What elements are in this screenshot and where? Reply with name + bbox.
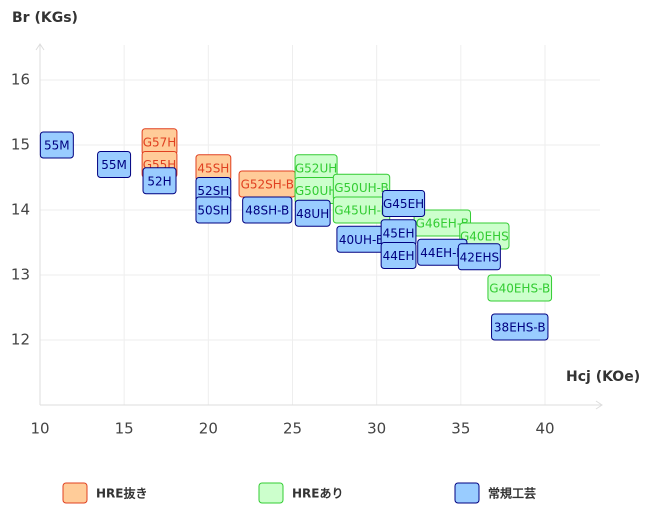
- data-box: 45SH: [195, 154, 232, 182]
- y-tick-label: 16: [11, 71, 30, 89]
- data-box: G45EH: [382, 190, 426, 217]
- box-label: 55M: [44, 139, 70, 153]
- box: [142, 167, 177, 195]
- data-box: G45UH-B: [332, 196, 391, 224]
- legend-label: 常規工芸: [488, 486, 536, 501]
- box: [294, 199, 331, 227]
- box-label: 45SH: [197, 161, 229, 175]
- data-box: G40EHS-B: [487, 274, 553, 302]
- data-box: 52H: [142, 167, 177, 195]
- box: [97, 151, 132, 178]
- box-label: 52SH: [197, 184, 229, 198]
- y-tick-label: 14: [11, 201, 30, 219]
- x-tick-label: 25: [283, 420, 302, 438]
- data-box: G52SH-B: [238, 170, 296, 198]
- data-box: 42EHS: [457, 243, 501, 271]
- y-axis-title: Br (KGs): [12, 10, 78, 26]
- box: [457, 243, 501, 271]
- box-label: G40EHS: [460, 230, 509, 244]
- data-box: 44EH: [380, 242, 417, 269]
- box-label: 52H: [147, 174, 171, 188]
- data-box: G50UH-B: [332, 173, 391, 201]
- box: [195, 196, 232, 224]
- data-box: 44EH-B: [417, 238, 468, 266]
- x-axis-title: Hcj (KOe): [566, 369, 640, 385]
- y-axis-arrow: [35, 43, 45, 51]
- legend-swatch: [258, 482, 284, 504]
- box-label: 44EH: [383, 249, 415, 263]
- y-tick-label: 12: [11, 331, 30, 349]
- y-tick-label: 13: [11, 266, 30, 284]
- data-box: G40EHS: [459, 222, 510, 250]
- box: [491, 313, 549, 341]
- data-box: 55M: [97, 151, 132, 178]
- box-label: G52UH: [295, 161, 337, 175]
- box-label: 38EHS-B: [494, 321, 546, 335]
- x-tick-label: 35: [451, 420, 470, 438]
- box-label: G50UH-B: [334, 181, 389, 195]
- legend-label: HREあり: [292, 487, 343, 501]
- data-box: G50UH: [294, 177, 338, 204]
- box-label: 45EH: [383, 226, 415, 240]
- box-label: 40UH-B: [339, 233, 384, 247]
- box-label: G45EH: [383, 197, 424, 211]
- legend-swatch: [62, 482, 88, 504]
- data-box: 48UH: [294, 199, 331, 227]
- x-tick-label: 30: [367, 420, 386, 438]
- box-label: 55M: [101, 158, 127, 172]
- data-box: 50SH: [195, 196, 232, 224]
- box-label: G46EH-B: [416, 217, 469, 231]
- legend-swatch: [454, 482, 480, 504]
- box-label: G45UH-B: [334, 204, 389, 218]
- box-label: 48UH: [296, 207, 329, 221]
- data-box: 55M: [39, 131, 74, 159]
- box-label: 44EH-B: [420, 246, 464, 260]
- x-tick-label: 40: [535, 420, 554, 438]
- x-tick-label: 10: [30, 420, 49, 438]
- box: [380, 242, 417, 269]
- box-label: 50SH: [197, 204, 229, 218]
- box-label: 42EHS: [460, 250, 500, 264]
- box-label: G40EHS-B: [489, 282, 550, 296]
- box: [487, 274, 553, 302]
- x-axis-arrow: [595, 400, 603, 410]
- data-box: G52UH: [294, 154, 338, 182]
- box: [382, 190, 426, 217]
- data-box: 40UH-B: [336, 225, 387, 253]
- data-box: G46EH-B: [413, 209, 472, 237]
- box: [39, 131, 74, 159]
- data-box: 48SH-B: [242, 196, 293, 224]
- data-box: G57H: [141, 128, 178, 156]
- y-tick-label: 15: [11, 136, 30, 154]
- box-label: G52SH-B: [241, 178, 294, 192]
- box-label: G57H: [143, 135, 177, 149]
- box-label: 48SH-B: [245, 204, 289, 218]
- x-tick-label: 20: [199, 420, 218, 438]
- x-tick-label: 15: [115, 420, 134, 438]
- data-box: 45EH: [380, 219, 417, 247]
- box-label: G50UH: [295, 184, 337, 198]
- data-box: 38EHS-B: [491, 313, 549, 341]
- box: [242, 196, 293, 224]
- legend-label: HRE抜き: [96, 486, 147, 501]
